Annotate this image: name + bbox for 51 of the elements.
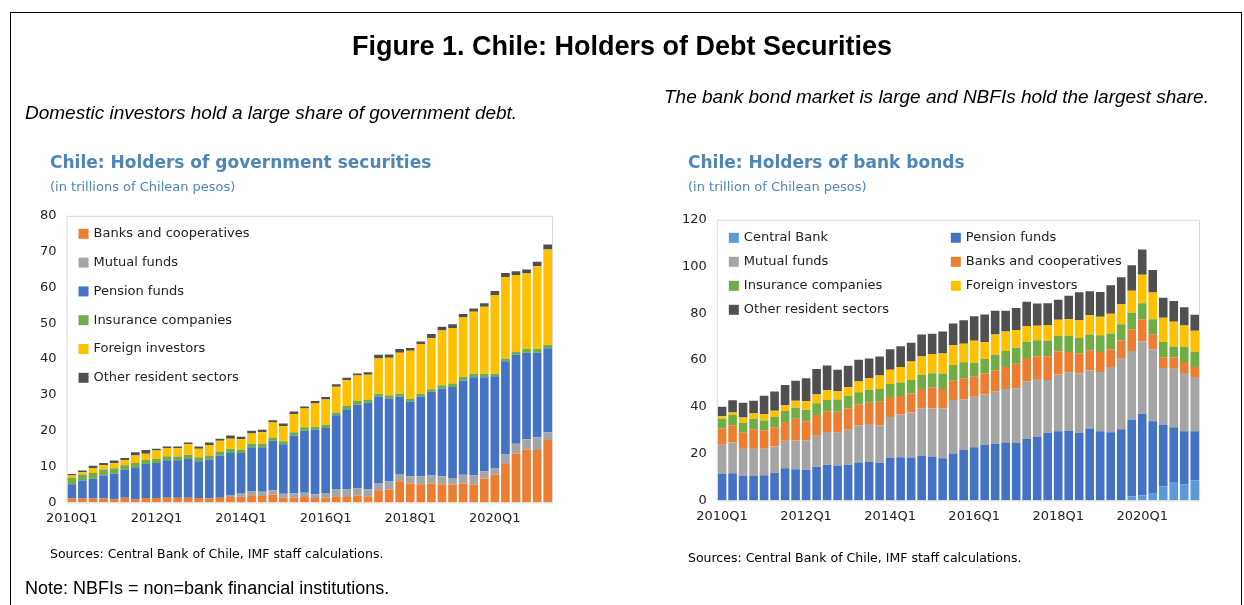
y-tick-label: 20: [690, 445, 707, 461]
y-tick-label: 120: [681, 211, 707, 227]
legend-label: Banks and cooperatives: [93, 225, 250, 241]
x-tick-label: 2018Q1: [384, 509, 437, 525]
legend-label: Insurance companies: [743, 277, 883, 293]
x-tick-label: 2014Q1: [215, 509, 267, 525]
y-tick-label: 20: [40, 422, 57, 438]
y-tick-label: 30: [40, 386, 57, 402]
chart-subtitle: (in trillion of Chilean pesos): [688, 179, 867, 194]
y-tick-label: 80: [40, 207, 57, 223]
chart-subtitle: (in trillions of Chilean pesos): [50, 179, 236, 194]
y-tick-label: 50: [40, 314, 57, 330]
legend-label: Foreign investors: [965, 277, 1078, 293]
y-tick-label: 0: [698, 491, 707, 507]
text: The bank bond market is large and NBFIs hold the largest share.: [664, 86, 1210, 108]
legend-label: Mutual funds: [93, 253, 179, 269]
legend-label: Central Bank: [743, 229, 829, 245]
source-note: Sources: Central Bank of Chile, IMF staff calculations.: [688, 550, 1022, 565]
x-tick-label: 2020Q1: [1116, 507, 1169, 523]
text: Domestic investors hold a large share of government debt.: [25, 102, 519, 124]
x-tick-label: 2014Q1: [864, 507, 916, 523]
chart-title: Chile: Holders of government securities: [50, 152, 432, 172]
x-tick-label: 2010Q1: [696, 507, 748, 523]
x-tick-label: 2012Q1: [780, 507, 832, 523]
legend-label: Insurance companies: [93, 311, 233, 327]
y-tick-label: 40: [690, 398, 707, 414]
y-tick-label: 80: [690, 304, 707, 320]
y-tick-label: 100: [681, 257, 707, 273]
text: Note: NBFIs = non=bank financial institutions.: [25, 578, 390, 599]
y-tick-label: 0: [48, 493, 57, 509]
x-tick-label: 2012Q1: [130, 509, 183, 525]
x-tick-label: 2016Q1: [299, 509, 352, 525]
x-tick-label: 2016Q1: [948, 507, 1000, 523]
y-tick-label: 40: [40, 350, 57, 366]
x-tick-label: 2010Q1: [46, 509, 98, 525]
legend-label: Banks and cooperatives: [965, 253, 1122, 269]
x-tick-label: 2020Q1: [469, 509, 521, 525]
legend-label: Other resident sectors: [93, 369, 240, 385]
caption: Figure 1. Chile: Holders of Debt Securities: [350, 31, 894, 62]
source-note: Sources: Central Bank of Chile, IMF staff calculations.: [50, 546, 384, 561]
legend-label: Other resident sectors: [743, 301, 890, 317]
y-tick-label: 60: [690, 351, 707, 367]
legend-label: Pension funds: [965, 229, 1057, 245]
x-tick-label: 2018Q1: [1032, 507, 1084, 523]
y-tick-label: 10: [40, 457, 57, 473]
legend-label: Foreign investors: [93, 340, 206, 356]
legend-label: Mutual funds: [743, 253, 829, 269]
y-tick-label: 60: [40, 278, 57, 294]
chart-title: Chile: Holders of bank bonds: [688, 152, 965, 172]
y-tick-label: 70: [40, 243, 57, 258]
legend-label: Pension funds: [93, 282, 185, 298]
